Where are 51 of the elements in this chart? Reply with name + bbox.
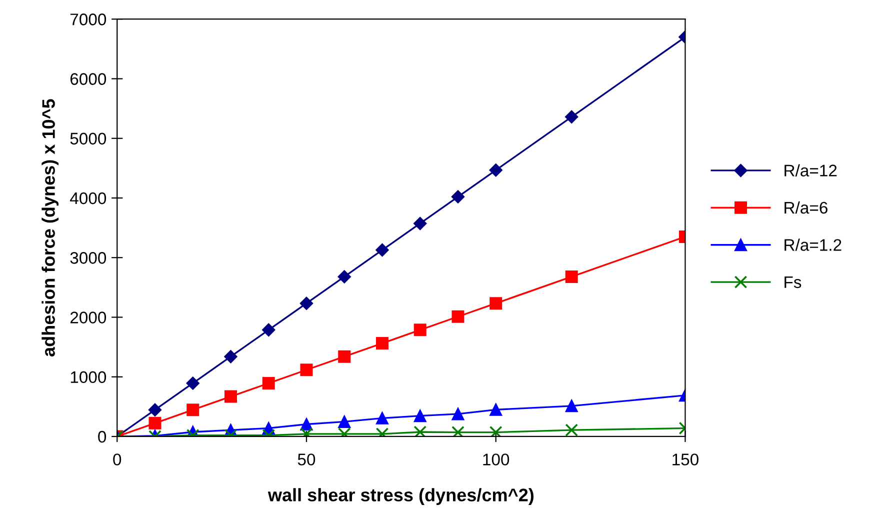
legend-label: Fs: [784, 276, 802, 288]
y-tick-label: 1000: [70, 371, 106, 384]
y-tick-label: 4000: [70, 192, 106, 204]
y-tick-label: 6000: [70, 73, 106, 85]
point: [224, 350, 238, 364]
y-tick-label: 3000: [70, 252, 106, 264]
point: [451, 190, 465, 204]
point: [300, 296, 314, 310]
x-axis-title: wall shear stress (dynes/cm^2): [268, 488, 534, 505]
point: [489, 426, 502, 436]
x-tick-label: 100: [483, 454, 510, 466]
y-tick-label: 0: [98, 430, 106, 443]
point: [490, 403, 502, 416]
x-tick-label: 0: [113, 454, 122, 466]
point: [452, 408, 464, 420]
point: [186, 376, 200, 390]
legend-label: R/a=6: [784, 201, 828, 214]
point: [262, 376, 275, 390]
point: [489, 164, 502, 177]
y-axis-title: adhesion force (dynes) x 10^5: [42, 99, 59, 356]
point: [452, 310, 464, 323]
point: [338, 415, 351, 428]
point: [565, 110, 578, 124]
point: [338, 350, 351, 363]
point: [565, 424, 578, 436]
point: [376, 337, 388, 350]
point: [148, 403, 162, 416]
point: [452, 426, 464, 436]
point: [186, 404, 200, 416]
x-tick-label: 50: [298, 454, 316, 466]
y-tick-label: 7000: [70, 14, 106, 26]
point: [565, 400, 578, 412]
point: [490, 297, 502, 310]
x-tick-label: 150: [672, 454, 698, 466]
point: [414, 216, 427, 230]
point: [262, 323, 276, 337]
point: [338, 270, 351, 284]
point: [414, 324, 426, 336]
y-tick-label: 2000: [70, 312, 106, 324]
point: [414, 426, 427, 436]
point: [224, 390, 237, 403]
point: [376, 412, 388, 424]
legend-label: R/a=1.2: [784, 238, 842, 251]
point: [300, 418, 313, 431]
point: [565, 270, 578, 283]
point: [414, 410, 426, 422]
y-tick-label: 5000: [70, 132, 106, 145]
legend-label: R/a=12: [784, 164, 837, 176]
point: [300, 364, 313, 376]
point: [376, 243, 389, 257]
point: [148, 416, 162, 430]
